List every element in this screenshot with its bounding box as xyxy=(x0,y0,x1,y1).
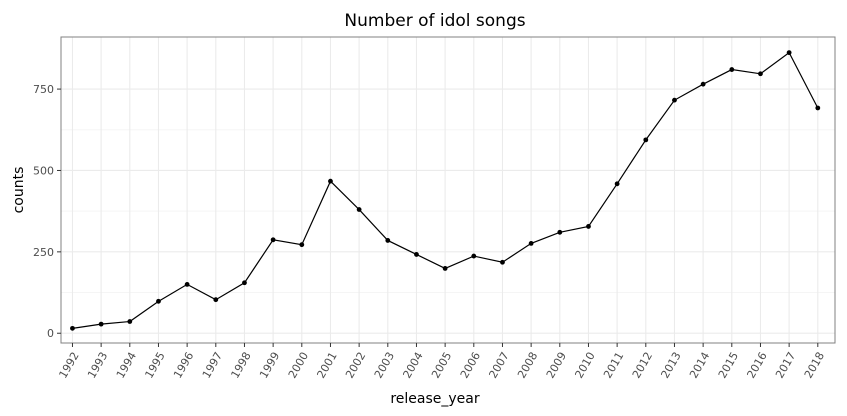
x-tick-label: 1993 xyxy=(85,350,110,381)
x-tick-label: 2003 xyxy=(372,350,397,381)
data-point xyxy=(700,81,706,87)
x-tick-label: 2012 xyxy=(630,350,655,381)
x-tick-label: 2001 xyxy=(314,350,339,381)
x-tick-label: 2013 xyxy=(658,350,683,381)
data-point xyxy=(786,50,792,56)
data-point xyxy=(242,280,247,286)
data-point xyxy=(643,137,649,143)
x-tick-label: 2016 xyxy=(744,350,769,381)
y-tick-label: 500 xyxy=(33,164,54,177)
grid-minor xyxy=(61,129,835,294)
x-tick-label: 2006 xyxy=(458,350,483,381)
data-point xyxy=(758,71,763,77)
x-axis: 1992 1993 1994 1995 1996 1997 1998 1999 2000 2001… xyxy=(56,343,827,381)
series-layer xyxy=(70,50,821,331)
x-tick-label: 2009 xyxy=(544,350,569,381)
data-point xyxy=(442,266,448,271)
x-tick-label: 2015 xyxy=(716,350,741,381)
x-tick-label: 1995 xyxy=(142,350,167,381)
data-point xyxy=(184,282,190,287)
x-tick-label: 2005 xyxy=(429,350,454,381)
panel-border xyxy=(60,36,836,344)
y-axis: 0 250 500 750 xyxy=(33,83,61,340)
data-point xyxy=(471,253,477,259)
x-tick-label: 2017 xyxy=(773,350,798,381)
data-point xyxy=(70,325,75,331)
data-point xyxy=(729,67,735,72)
x-tick-label: 2018 xyxy=(802,350,827,381)
grid-major xyxy=(61,37,835,343)
y-tick-label: 250 xyxy=(33,246,54,259)
data-point xyxy=(270,237,276,243)
x-tick-label: 2000 xyxy=(286,350,311,381)
data-point xyxy=(815,105,821,111)
data-point xyxy=(98,321,104,327)
data-point xyxy=(614,181,620,187)
data-point xyxy=(414,252,419,257)
y-axis-title: counts xyxy=(11,167,27,214)
data-point xyxy=(328,178,333,184)
x-tick-label: 2008 xyxy=(515,350,540,381)
x-tick-label: 2007 xyxy=(486,350,511,381)
x-axis-title: release_year xyxy=(390,391,480,407)
x-tick-label: 1999 xyxy=(257,350,282,381)
data-point xyxy=(672,97,677,103)
data-point xyxy=(127,319,133,324)
data-point xyxy=(213,297,219,303)
chart-title: Number of idol songs xyxy=(344,11,525,31)
x-tick-label: 2014 xyxy=(687,350,712,381)
x-tick-label: 1994 xyxy=(114,350,139,381)
data-point xyxy=(500,259,505,265)
x-tick-label: 2011 xyxy=(601,350,626,381)
data-point xyxy=(299,242,305,248)
data-point xyxy=(528,240,534,246)
x-tick-label: 2010 xyxy=(572,350,597,381)
data-point xyxy=(557,229,563,235)
x-tick-label: 2004 xyxy=(400,350,425,381)
data-point xyxy=(385,238,391,243)
y-tick-label: 0 xyxy=(47,327,54,340)
data-point xyxy=(356,207,362,212)
data-point xyxy=(156,298,161,304)
x-tick-label: 1992 xyxy=(56,350,81,381)
x-tick-label: 1998 xyxy=(228,350,253,381)
x-tick-label: 1996 xyxy=(171,350,196,381)
data-point xyxy=(586,224,591,229)
x-tick-label: 1997 xyxy=(200,350,225,381)
y-tick-label: 750 xyxy=(33,83,54,96)
x-tick-label: 2002 xyxy=(343,350,368,381)
